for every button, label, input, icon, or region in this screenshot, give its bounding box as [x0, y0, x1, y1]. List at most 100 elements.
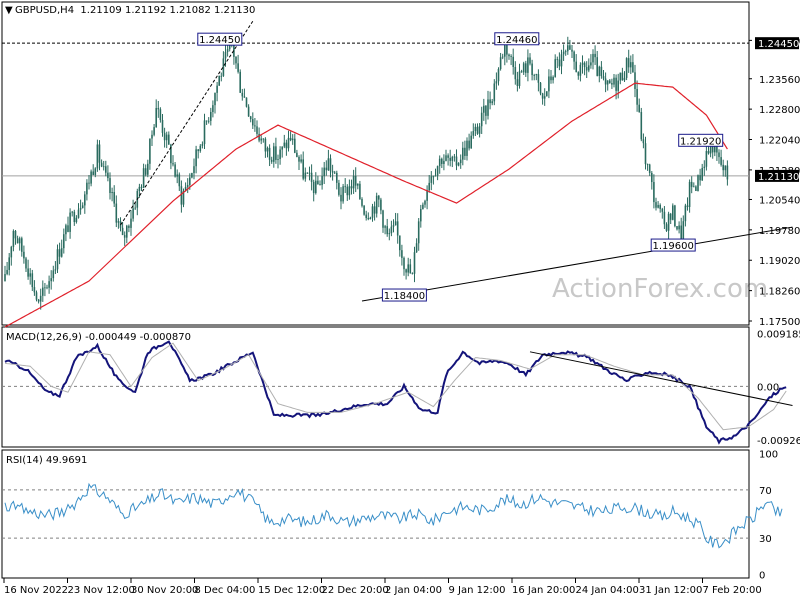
candle-body [195, 149, 197, 167]
candle-body [468, 140, 470, 149]
candle-body [205, 120, 208, 122]
candle-body [703, 166, 706, 168]
candle-body [560, 54, 563, 67]
candle-body [344, 186, 346, 188]
candle-body [623, 77, 626, 81]
candle-body [495, 81, 498, 84]
candle-body [571, 49, 573, 52]
candle-body [176, 174, 178, 177]
candle-body [674, 205, 676, 227]
candle-body [275, 146, 277, 160]
candle-body [79, 208, 82, 210]
candle-body [12, 230, 15, 247]
candle-body [233, 41, 235, 57]
candle-body [31, 273, 34, 288]
candle-body [606, 80, 609, 85]
macd-main-line [4, 340, 787, 445]
candle-body [50, 278, 52, 282]
rsi-panel-frame [1, 449, 750, 579]
candle-body [310, 172, 313, 182]
candle-body [115, 203, 118, 223]
candle-body [222, 58, 225, 76]
candle-body [357, 183, 359, 186]
candle-body [218, 75, 220, 86]
candle-body [203, 120, 206, 145]
candle-body [294, 138, 296, 153]
candle-body [653, 182, 655, 203]
macd-axis-label: 0.00 [757, 382, 779, 393]
support-trendline [361, 226, 793, 302]
candle-body [682, 221, 685, 244]
candle-body [92, 171, 94, 175]
candle-body [583, 62, 586, 68]
candle-body [258, 133, 260, 141]
candle-body [134, 207, 136, 209]
candle-body [390, 226, 393, 234]
candle-body [602, 76, 605, 79]
candle-body [371, 206, 374, 218]
candle-body [161, 120, 164, 133]
rsi-axis-label: 70 [759, 486, 772, 497]
candle-body [199, 145, 202, 152]
candle-body [323, 167, 325, 177]
candle-body [499, 57, 502, 69]
candle-body [609, 80, 611, 84]
candle-body [107, 172, 109, 179]
candle-body [247, 106, 250, 117]
candle-body [564, 51, 567, 53]
candle-body [308, 172, 311, 174]
candle-body [541, 93, 544, 99]
candle-body [126, 225, 128, 238]
candle-body [529, 57, 531, 64]
candle-body [661, 208, 664, 212]
candle-body [615, 77, 617, 91]
price-axis-label: 1.20540 [759, 195, 800, 206]
macd-signal-line [4, 342, 787, 431]
candle-body [8, 257, 10, 270]
candle-body [331, 171, 334, 173]
candle-body [539, 82, 542, 94]
candle-body [575, 61, 577, 73]
candle-body [359, 183, 361, 200]
rsi-line [4, 482, 783, 549]
candle-body [520, 71, 523, 73]
candle-body [291, 138, 294, 141]
candle-body [567, 45, 569, 52]
candle-body [690, 181, 693, 187]
candle-body [501, 56, 504, 58]
candle-body [157, 108, 160, 110]
candle-body [441, 158, 443, 164]
price-label-box [197, 32, 243, 46]
candle-body [285, 142, 288, 149]
candle-body [29, 273, 31, 277]
candle-body [239, 71, 241, 93]
chevron-down-icon[interactable]: ▼ [5, 5, 13, 16]
candle-body [525, 63, 527, 73]
candle-body [63, 234, 65, 249]
candle-body [298, 156, 300, 162]
candle-body [554, 59, 556, 77]
candle-body [665, 224, 668, 231]
candle-body [594, 53, 596, 58]
price-label: 1.18400 [384, 291, 425, 302]
candle-body [466, 140, 468, 156]
candle-body [153, 127, 155, 135]
candle-body [627, 58, 630, 68]
price-label-box [494, 32, 540, 46]
candle-body [619, 72, 622, 81]
candle-body [98, 144, 101, 163]
candle-body [352, 175, 355, 189]
rsi-panel-title: RSI(14) 49.9691 [6, 455, 87, 466]
candle-body [663, 211, 666, 225]
candle-body [569, 45, 571, 50]
candle-body [669, 213, 672, 220]
candle-body [88, 182, 90, 184]
candle-body [716, 142, 718, 153]
candle-body [600, 66, 603, 77]
candle-body [699, 175, 701, 181]
watermark-text: ActionForex.com [552, 274, 768, 304]
candle-body [14, 230, 17, 239]
symbol-header: GBPUSD,H4 1.21109 1.21192 1.21082 1.2113… [15, 5, 255, 16]
candle-body [375, 195, 378, 214]
candle-body [676, 226, 678, 230]
